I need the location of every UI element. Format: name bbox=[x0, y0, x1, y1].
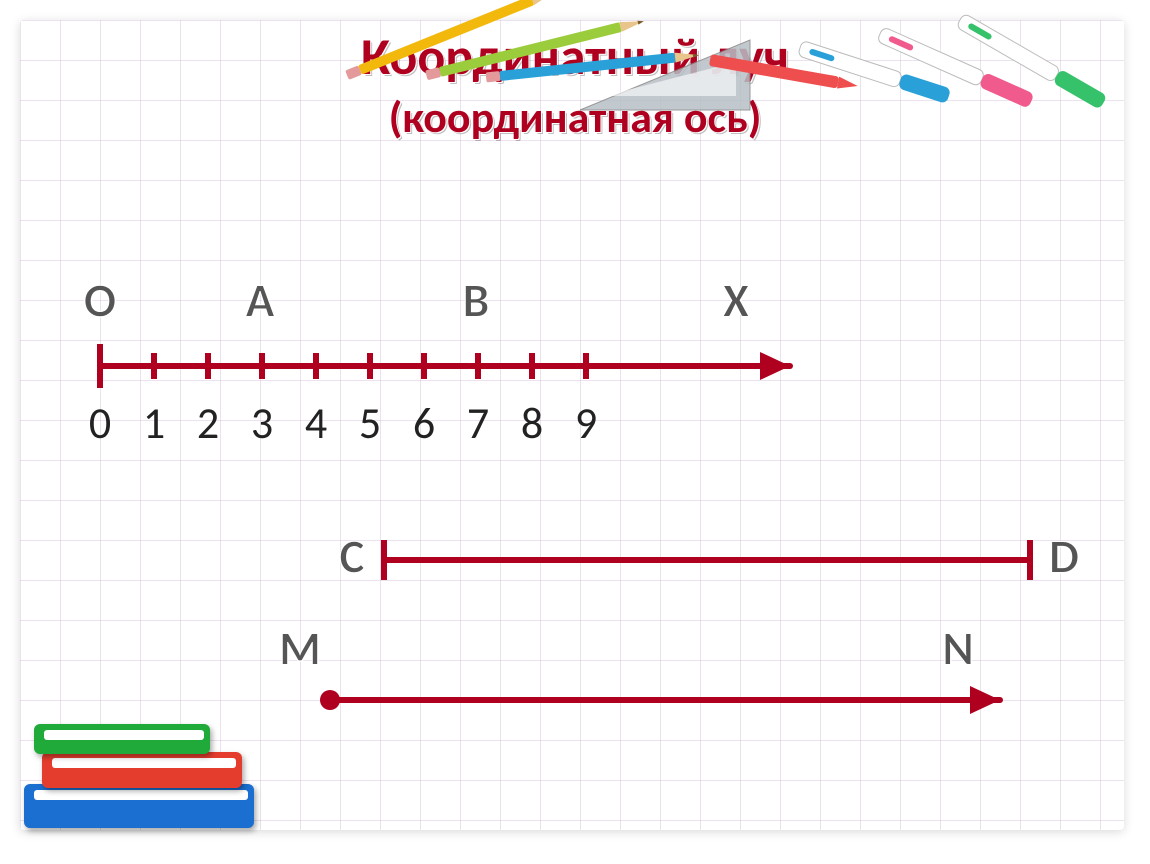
book bbox=[42, 752, 242, 788]
point-label-M: M bbox=[279, 619, 321, 678]
point-label-N: N bbox=[942, 619, 974, 678]
books-clipart bbox=[24, 698, 264, 828]
book bbox=[34, 724, 210, 754]
slide-stage: Координатный луч (координатная ось) O A … bbox=[0, 0, 1150, 864]
book bbox=[24, 784, 254, 828]
supplies-clipart bbox=[240, 0, 1090, 90]
